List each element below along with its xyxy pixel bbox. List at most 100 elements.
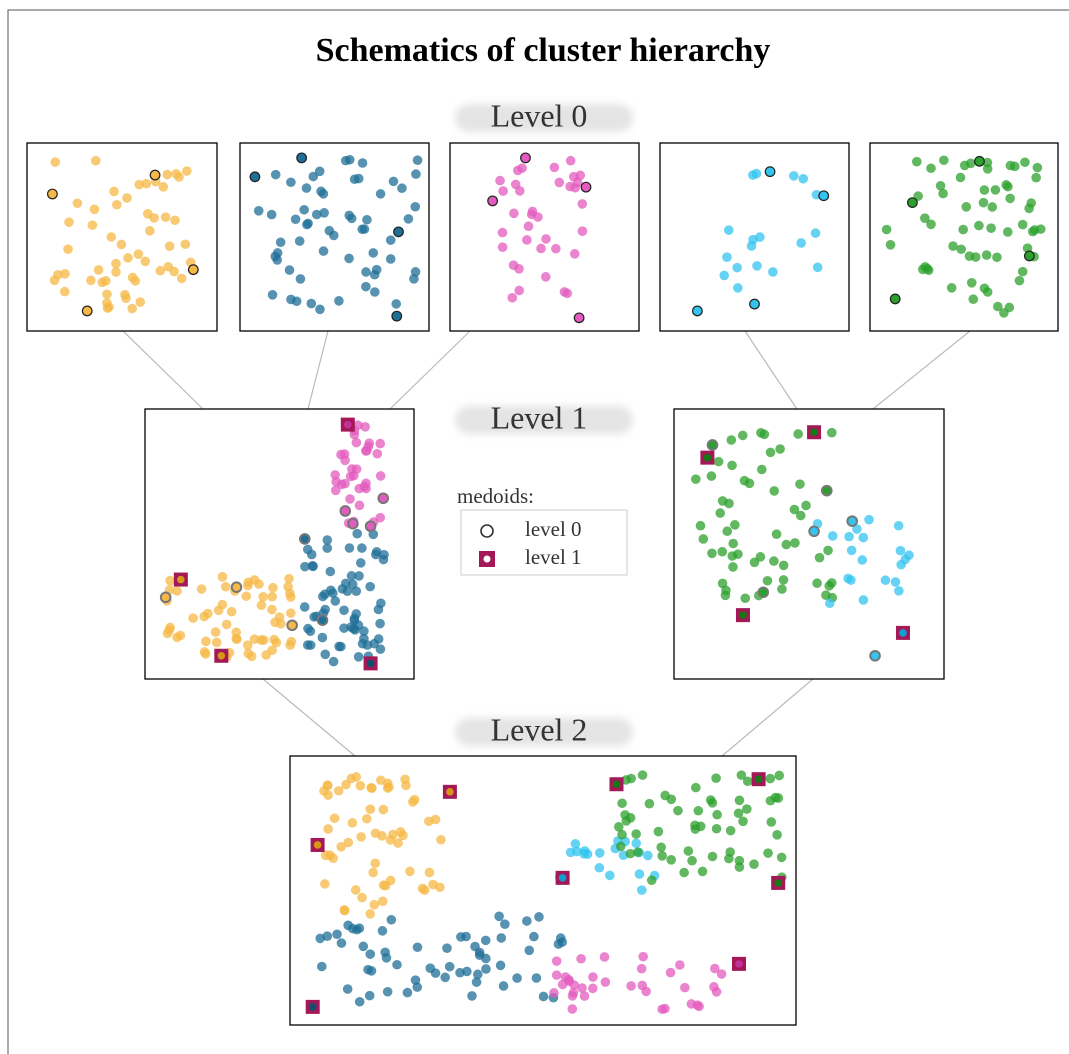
point (392, 959, 402, 970)
panel (289, 755, 797, 1026)
point (575, 170, 586, 181)
point (964, 251, 975, 261)
medoid-level0 (299, 533, 311, 545)
point (911, 156, 922, 167)
point (379, 549, 389, 560)
point (778, 575, 789, 585)
point (498, 186, 508, 196)
point (966, 277, 977, 288)
medoid-level0 (391, 310, 403, 322)
point (360, 446, 371, 456)
medoid-level0 (692, 305, 703, 317)
point (367, 783, 377, 793)
point (385, 254, 396, 264)
point (551, 956, 562, 966)
point (301, 183, 312, 193)
point (347, 579, 358, 590)
point (106, 232, 117, 242)
title: Schematics of cluster hierarchy (316, 32, 771, 69)
point (594, 862, 605, 873)
medoid-level0 (316, 614, 329, 627)
medoid-level1-dot (313, 841, 322, 849)
point (744, 478, 755, 489)
point (777, 584, 787, 594)
point (987, 202, 998, 212)
point (732, 262, 742, 273)
point (305, 626, 316, 637)
medoid-level0 (846, 515, 858, 527)
point (164, 625, 175, 635)
point (481, 964, 491, 974)
point (775, 444, 785, 454)
point (617, 798, 627, 809)
point (474, 947, 485, 958)
point (565, 155, 576, 166)
point (549, 162, 560, 173)
point (369, 287, 380, 297)
point (355, 558, 366, 568)
point (373, 604, 384, 615)
point (467, 991, 477, 1001)
point (857, 555, 868, 565)
point (843, 573, 853, 584)
point (365, 949, 376, 959)
point (824, 581, 835, 591)
point (417, 883, 428, 894)
point (1020, 157, 1030, 168)
medoid-level0 (907, 197, 918, 209)
point (180, 239, 191, 250)
point (795, 479, 805, 489)
medoid-level0 (889, 293, 901, 305)
point (123, 253, 133, 263)
point (220, 581, 231, 592)
level-label: Level 0 (491, 97, 588, 133)
point (300, 561, 310, 572)
point (285, 588, 295, 599)
point (766, 817, 777, 827)
point (588, 983, 598, 994)
point (999, 308, 1009, 318)
point (232, 634, 242, 645)
point (63, 244, 73, 255)
point (377, 926, 388, 936)
point (565, 847, 576, 858)
point (710, 963, 720, 974)
point (605, 870, 615, 881)
point (641, 986, 651, 997)
point (734, 795, 745, 806)
point (339, 623, 349, 633)
point (377, 831, 387, 841)
point (762, 575, 773, 586)
point (1005, 160, 1016, 171)
level-label: Level 1 (491, 399, 588, 435)
point (342, 984, 353, 994)
point (411, 169, 421, 179)
point (522, 916, 532, 926)
point (182, 166, 192, 176)
point (541, 234, 551, 244)
medoid-level1-dot (739, 611, 747, 619)
point (109, 186, 119, 197)
point (1003, 181, 1013, 192)
point (317, 591, 328, 602)
point (267, 604, 277, 615)
point (695, 520, 706, 531)
point (1026, 198, 1037, 208)
medoid-level1-dot (774, 879, 782, 887)
point (400, 774, 410, 785)
point (1022, 243, 1033, 253)
point (795, 510, 806, 521)
point (355, 780, 366, 791)
point (349, 174, 360, 185)
point (793, 429, 803, 439)
point (172, 632, 182, 643)
label-bg (455, 406, 633, 434)
point (162, 169, 173, 180)
point (410, 975, 421, 985)
point (325, 566, 336, 577)
point (116, 239, 127, 250)
point (302, 544, 313, 555)
point (362, 640, 373, 650)
point (261, 650, 271, 660)
point (369, 899, 380, 910)
